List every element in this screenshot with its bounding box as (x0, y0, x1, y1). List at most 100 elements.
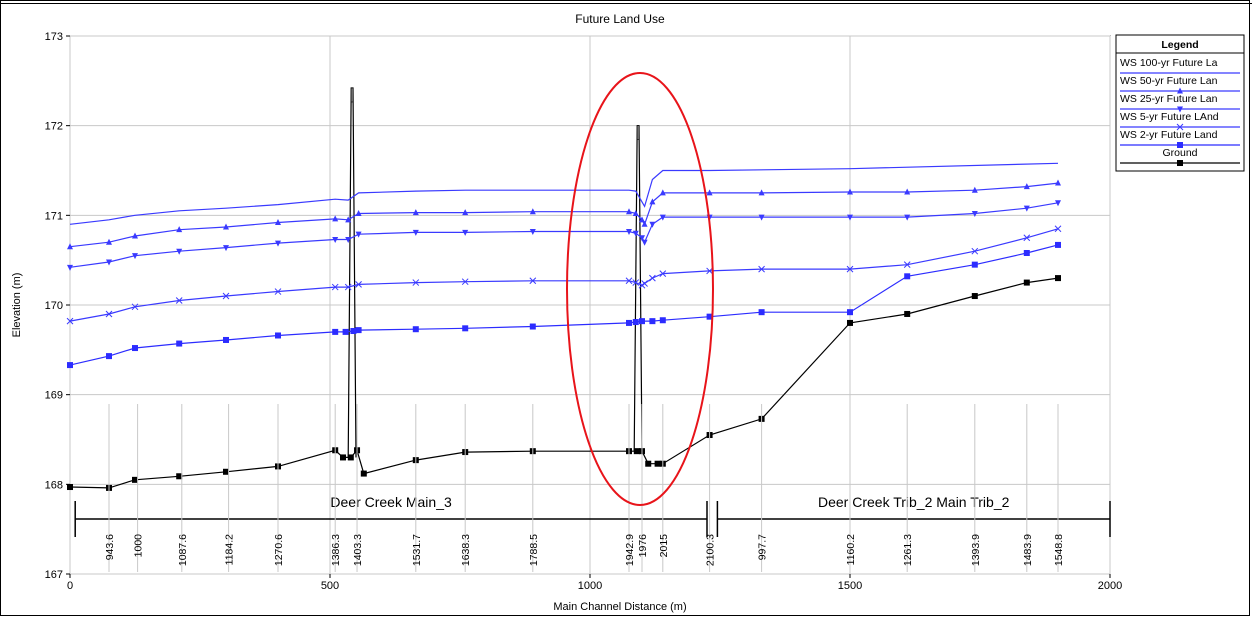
station-label: 1393.9 (970, 534, 982, 566)
marker-square (347, 454, 354, 461)
marker-triangle-up (626, 208, 632, 215)
marker-triangle-up (1177, 87, 1183, 94)
marker-x (659, 270, 667, 277)
x-tick-label: 0 (67, 580, 73, 592)
station-label: 1184.2 (224, 534, 236, 565)
marker-x (274, 288, 282, 295)
marker-square (360, 470, 367, 477)
station-label: 1403.3 (352, 534, 364, 566)
marker-x (1054, 225, 1062, 233)
marker-x (344, 283, 352, 291)
y-tick-label: 168 (45, 479, 63, 491)
series-ws-3 (66, 225, 1062, 325)
y-tick-label: 172 (45, 121, 63, 133)
series-ws-2 (67, 200, 1061, 271)
marker-x (706, 267, 713, 275)
y-tick-label: 173 (45, 31, 63, 43)
marker-x (846, 265, 854, 273)
chart-title: Future Land Use (575, 12, 665, 26)
marker-triangle-up (904, 188, 911, 195)
y-tick-label: 170 (45, 300, 63, 312)
marker-x (412, 279, 420, 286)
legend: Legend WS 100-yr Future La WS 50-yr Future… (1115, 34, 1245, 172)
marker-square (462, 325, 469, 332)
marker-triangle-up (758, 189, 765, 196)
marker-triangle-down (529, 228, 536, 235)
marker-square (626, 319, 632, 326)
marker-triangle-up (176, 226, 183, 233)
station-label: 2015 (658, 534, 670, 558)
marker-triangle-up (649, 198, 656, 205)
marker-square (132, 476, 138, 483)
reach-label: Deer Creek Trib_2 Main Trib_2 (818, 494, 1010, 510)
marker-triangle-up (639, 216, 645, 223)
marker-square (706, 313, 713, 320)
station-label: 1483.9 (1022, 534, 1034, 566)
marker-square (633, 448, 640, 455)
marker-square (649, 318, 656, 325)
marker-x (529, 277, 537, 285)
station-label: 1531.7 (411, 534, 423, 566)
station-label: 1976 (637, 534, 649, 558)
marker-x (625, 277, 633, 285)
marker-triangle-down (355, 231, 362, 238)
marker-triangle-up (223, 223, 229, 230)
x-tick-label: 1500 (838, 580, 862, 592)
marker-square (1055, 241, 1061, 248)
marker-x (971, 247, 979, 255)
marker-triangle-up (412, 209, 419, 216)
marker-square (1177, 160, 1183, 166)
marker-triangle-down (1177, 106, 1183, 113)
legend-entry-label: WS 25-yr Future Lan (1120, 93, 1218, 105)
marker-triangle-down (758, 214, 765, 221)
marker-triangle-up (641, 220, 648, 227)
marker-triangle-down (106, 259, 112, 266)
marker-square (106, 353, 112, 360)
legend-entry-label: WS 100-yr Future La (1120, 57, 1218, 69)
marker-square (904, 273, 911, 280)
grid-lines (69, 35, 1111, 575)
marker-square (659, 317, 666, 324)
marker-triangle-down (632, 230, 639, 237)
marker-triangle-down (332, 237, 339, 244)
marker-x (331, 283, 339, 291)
series-line (69, 162, 1059, 225)
legend-entry-label: WS 50-yr Future Lan (1120, 75, 1218, 87)
marker-x (222, 292, 230, 300)
marker-triangle-up (106, 238, 112, 245)
marker-square (847, 309, 853, 316)
marker-triangle-up (529, 208, 536, 215)
legend-entry-label: WS 5-yr Future LAnd (1120, 111, 1219, 123)
marker-triangle-down (641, 239, 648, 246)
legend-entry-label: WS 2-yr Future Land (1120, 129, 1218, 141)
marker-triangle-down (176, 248, 183, 255)
marker-square (1023, 279, 1030, 286)
marker-triangle-down (971, 211, 978, 218)
marker-x (105, 310, 113, 318)
marker-triangle-up (67, 243, 73, 250)
marker-square (1177, 142, 1183, 148)
marker-triangle-up (847, 188, 853, 195)
marker-triangle-down (1055, 200, 1061, 207)
series-ws-1 (67, 179, 1061, 250)
station-label: 1942.9 (624, 534, 636, 566)
legend-entry-label: Ground (1162, 147, 1197, 159)
legend-title: Legend (1161, 39, 1198, 51)
top-border-line (0, 3, 1252, 4)
marker-triangle-down (462, 229, 469, 236)
station-label: 1548.8 (1053, 534, 1065, 566)
y-tick-label: 169 (45, 390, 63, 402)
marker-triangle-up (275, 219, 281, 226)
marker-square (412, 326, 419, 333)
station-label: 1000 (133, 534, 145, 558)
marker-square (639, 318, 645, 325)
marker-square (1023, 249, 1030, 256)
marker-square (342, 328, 349, 335)
marker-square (971, 261, 978, 268)
reach-label: Deer Creek Main_3 (330, 494, 452, 510)
marker-triangle-up (132, 232, 138, 239)
marker-x (641, 280, 648, 287)
marker-square (645, 460, 652, 467)
station-label: 1087.6 (177, 534, 189, 566)
